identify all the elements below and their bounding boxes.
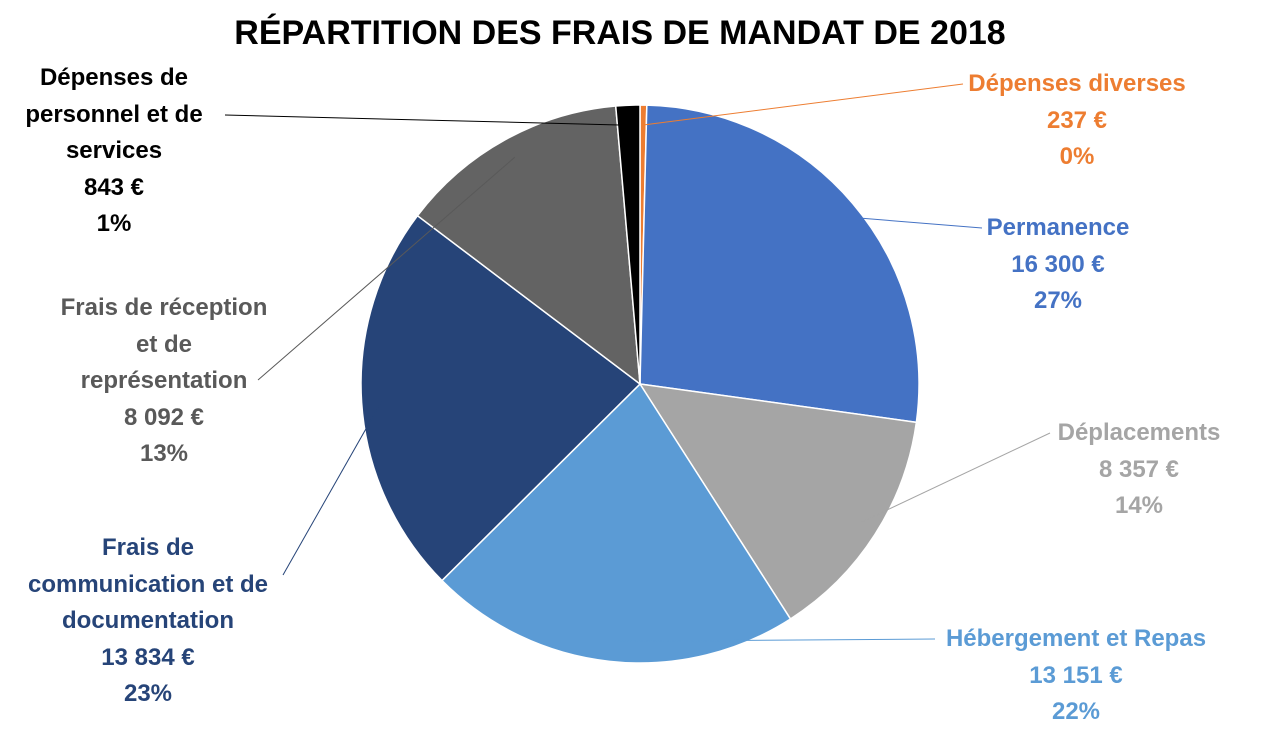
slice-name-line: Permanence [986, 214, 1130, 241]
slice-value: 13 151 € [1029, 661, 1123, 689]
slice-name-line: Frais de [101, 534, 195, 561]
slice-percent: 0% [1059, 143, 1095, 170]
pie-slice-5 [360, 214, 642, 582]
slice-label-3: Déplacements 8 357 € 14% [1009, 415, 1269, 525]
slice-name-line: représentation [80, 367, 248, 394]
slice-label-5: Frais de communication et de documentation… [0, 530, 298, 713]
slice-name-line: personnel et de [25, 100, 203, 128]
slice-value: 237 € [1046, 106, 1108, 134]
slice-label-2: Permanence 16 300 € 27% [928, 210, 1188, 320]
slice-name-line: Frais de réception [60, 294, 268, 321]
slice-name-line: communication et de [27, 570, 269, 598]
pie-slice-3 [638, 383, 918, 620]
slice-value: 8 357 € [1098, 455, 1180, 483]
chart-title: RÉPARTITION DES FRAIS DE MANDAT DE 2018 [234, 14, 1006, 52]
leader-line-5 [282, 401, 383, 576]
leader-line-4 [611, 638, 936, 642]
leader-line-6 [257, 156, 516, 381]
slice-label-1: Dépenses diverses 237 € 0% [897, 66, 1257, 176]
pie-slice-6 [416, 105, 641, 386]
slice-percent: 22% [1051, 698, 1101, 725]
slice-name-line: Hébergement et Repas [945, 625, 1207, 652]
slice-percent: 23% [123, 680, 173, 707]
slice-value: 13 834 € [101, 643, 195, 671]
slice-name-line: documentation [62, 607, 234, 634]
leader-line-1 [643, 83, 964, 126]
slice-percent: 1% [96, 210, 132, 237]
slice-name-line: Déplacements [1057, 419, 1221, 446]
leader-line-2 [837, 215, 983, 229]
slice-label-4: Hébergement et Repas 13 151 € 22% [896, 621, 1256, 731]
slice-name-line: services [65, 137, 163, 164]
slice-percent: 27% [1033, 287, 1083, 314]
slice-value: 16 300 € [1011, 250, 1105, 278]
slice-value: 8 092 € [123, 403, 205, 431]
pie-slice-7 [614, 104, 641, 385]
leader-line-3 [857, 432, 1051, 525]
slice-percent: 13% [139, 440, 189, 467]
slice-name-line: Dépenses diverses [968, 70, 1186, 97]
pie-slice-2 [639, 104, 920, 424]
slice-name-line: Dépenses de [39, 64, 189, 91]
slice-name-line: et de [135, 330, 192, 358]
slice-label-6: Frais de réception et de représentation 8 0… [24, 290, 304, 473]
slice-label-7: Dépenses de personnel et de services 843 € 1… [0, 60, 234, 243]
slice-value: 843 € [83, 173, 145, 201]
slice-percent: 14% [1114, 492, 1164, 519]
leader-line-7 [224, 114, 629, 126]
